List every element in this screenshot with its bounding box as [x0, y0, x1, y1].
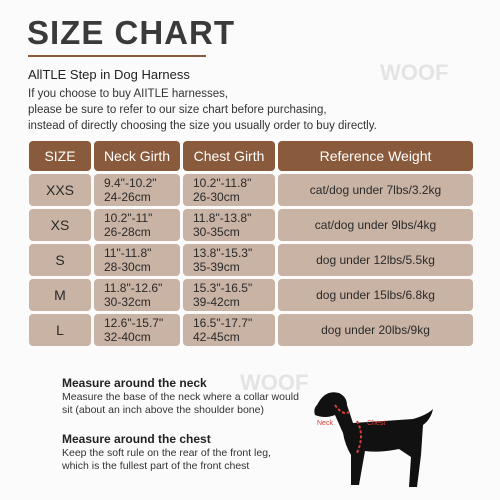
measure-heading: Measure around the neck: [62, 376, 207, 390]
subtitle: AllTLE Step in Dog Harness: [28, 67, 190, 82]
watermark: WOOF: [240, 370, 309, 395]
table-row: L 12.6"-15.7" 32-40cm 16.5"-17.7" 42-45cm dog…: [29, 314, 473, 346]
cell: 13.8"-15.3" 35-39cm: [183, 244, 275, 276]
cell-line: 9.4"-10.2": [104, 176, 157, 190]
dog-label: Neck: [317, 420, 333, 427]
cell: 10.2"-11" 26-28cm: [94, 209, 180, 241]
cell-line: 26-30cm: [193, 190, 240, 204]
watermark: WOOF: [380, 60, 449, 85]
cell: 11.8"-12.6" 30-32cm: [94, 279, 180, 311]
measure-text: Keep the soft rule on the rear of the fr…: [62, 447, 271, 459]
measure-heading: Measure around the chest: [62, 432, 211, 446]
cell: 12.6"-15.7" 32-40cm: [94, 314, 180, 346]
table-row: S 11"-11.8" 28-30cm 13.8"-15.3" 35-39cm dog u…: [29, 244, 473, 276]
dog-illustration: Neck Chest: [314, 392, 433, 487]
header-row: SIZE Neck Girth Chest Girth Reference Weigh…: [29, 141, 473, 171]
cell: 16.5"-17.7" 42-45cm: [183, 314, 275, 346]
column-header: SIZE: [29, 141, 91, 171]
cell-line: 12.6"-15.7": [104, 316, 164, 330]
measure-text: which is the fullest part of the front c…: [62, 460, 250, 472]
title-rule: [28, 55, 206, 57]
cell-line: 39-42cm: [193, 295, 240, 309]
cell-line: 10.2"-11": [104, 211, 153, 225]
cell: dog under 15lbs/6.8kg: [278, 279, 473, 311]
cell-line: 24-26cm: [104, 190, 151, 204]
table-row: XS 10.2"-11" 26-28cm 11.8"-13.8" 30-35cm cat/…: [29, 209, 473, 241]
cell: 11.8"-13.8" 30-35cm: [183, 209, 275, 241]
size-cell: L: [29, 314, 91, 346]
intro-line: please be sure to refer to our size char…: [28, 104, 327, 116]
cell: cat/dog under 9lbs/4kg: [278, 209, 473, 241]
table-row: XXS 9.4"-10.2" 24-26cm 10.2"-11.8" 26-30cm ca…: [29, 174, 473, 206]
column-header: Neck Girth: [94, 141, 180, 171]
measure-text: sit (about an inch above the shoulder bo…: [62, 404, 264, 416]
title: SIZE CHART: [27, 14, 235, 51]
cell-line: 15.3"-16.5": [193, 281, 253, 295]
chest-line: [356, 420, 362, 454]
column-header: Chest Girth: [183, 141, 275, 171]
dog-silhouette: [314, 392, 433, 487]
size-cell: S: [29, 244, 91, 276]
intro-line: instead of directly choosing the size yo…: [28, 120, 377, 132]
cell: 9.4"-10.2" 24-26cm: [94, 174, 180, 206]
cell-line: 30-35cm: [193, 225, 240, 239]
dog-label: Chest: [367, 420, 385, 427]
neck-line: [334, 404, 352, 414]
cell: dog under 20lbs/9kg: [278, 314, 473, 346]
cell: 10.2"-11.8" 26-30cm: [183, 174, 275, 206]
cell-line: 30-32cm: [104, 295, 151, 309]
cell-line: 28-30cm: [104, 260, 151, 274]
cell-line: 26-28cm: [104, 225, 151, 239]
cell-line: 11.8"-12.6": [104, 281, 163, 295]
cell: dog under 12lbs/5.5kg: [278, 244, 473, 276]
cell: 15.3"-16.5" 39-42cm: [183, 279, 275, 311]
table-row: M 11.8"-12.6" 30-32cm 15.3"-16.5" 39-42cm dog…: [29, 279, 473, 311]
cell-line: 42-45cm: [193, 330, 240, 344]
cell: cat/dog under 7lbs/3.2kg: [278, 174, 473, 206]
size-cell: M: [29, 279, 91, 311]
cell-line: 10.2"-11.8": [193, 176, 252, 190]
column-header: Reference Weight: [278, 141, 473, 171]
cell-line: 35-39cm: [193, 260, 240, 274]
cell-line: 11.8"-13.8": [193, 211, 252, 225]
size-cell: XS: [29, 209, 91, 241]
cell-line: 16.5"-17.7": [193, 316, 253, 330]
cell: 11"-11.8" 28-30cm: [94, 244, 180, 276]
measure-text: Measure the base of the neck where a col…: [62, 391, 299, 403]
cell-line: 13.8"-15.3": [193, 246, 253, 260]
cell-line: 32-40cm: [104, 330, 151, 344]
size-table: SIZE Neck Girth Chest Girth Reference Weigh…: [26, 138, 476, 349]
size-cell: XXS: [29, 174, 91, 206]
intro-line: If you choose to buy AIITLE harnesses,: [28, 88, 229, 100]
cell-line: 11"-11.8": [104, 246, 152, 260]
